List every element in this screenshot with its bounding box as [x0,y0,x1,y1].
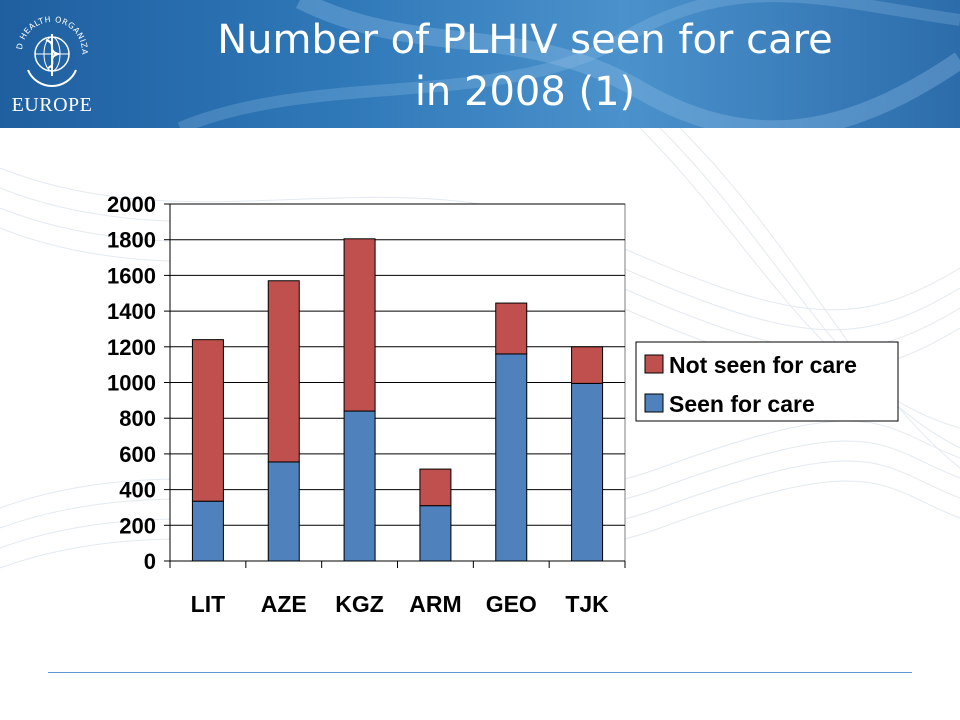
y-tick-label: 1400 [107,299,156,324]
y-tick-label: 200 [119,513,156,538]
title-line-1: Number of PLHIV seen for care [217,17,833,63]
bar-not-seen-lit [191,339,224,502]
x-tick-label: KGZ [335,591,384,617]
bar-seen-geo [495,353,528,562]
title-line-2: in 2008 (1) [414,69,636,115]
legend [635,341,899,422]
x-tick-label: TJK [565,591,609,617]
bar-seen-kgz [343,410,376,562]
y-tick-label: 1200 [107,335,156,360]
bar-not-seen-aze [267,280,300,463]
bar-not-seen-kgz [343,238,376,412]
bar-seen-arm [419,505,452,562]
bar-not-seen-arm [419,468,452,507]
x-tick-label: AZE [261,591,307,617]
y-tick-label: 1600 [107,263,156,288]
slide-title: Number of PLHIV seen for care in 2008 (1… [120,14,930,118]
y-tick-label: 400 [119,478,156,503]
legend-swatch-seen [644,393,664,413]
y-tick-label: 2000 [107,192,156,217]
legend-label-seen: Seen for care [669,391,815,417]
y-tick-label: 1000 [107,371,156,396]
y-tick-label: 1800 [107,228,156,253]
x-tick-label: LIT [191,591,226,617]
legend-label-not-seen: Not seen for care [669,352,857,378]
bar-seen-lit [191,500,224,562]
bar-not-seen-geo [495,302,528,355]
legend-swatch-not-seen [644,354,664,374]
x-tick-label: ARM [409,591,461,617]
who-logo: WORLD HEALTH ORGANIZATION EUROPE [6,3,92,120]
logo-label: EUROPE [11,94,93,116]
bar-not-seen-tjk [571,346,604,384]
header-wave-decoration [177,0,960,128]
y-tick-label: 800 [119,406,156,431]
bar-seen-aze [267,461,300,562]
bar-seen-tjk [571,382,604,562]
x-tick-label: GEO [486,591,537,617]
y-tick-label: 0 [144,549,156,574]
slide-header: WORLD HEALTH ORGANIZATION EUROPE Number … [0,0,960,128]
footer-divider [48,672,912,673]
y-tick-label: 600 [119,442,156,467]
who-emblem-icon: WORLD HEALTH ORGANIZATION [6,3,88,88]
